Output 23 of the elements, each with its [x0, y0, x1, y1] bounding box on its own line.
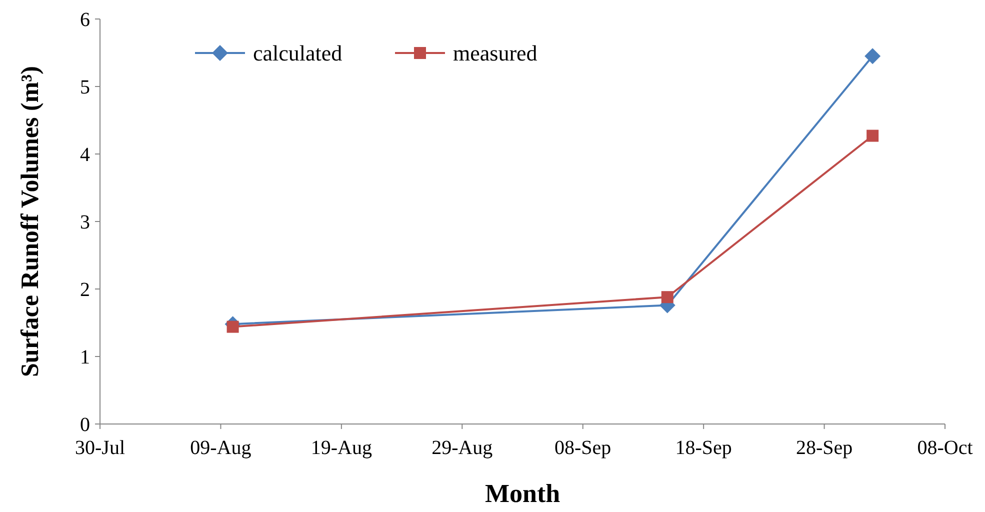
- x-tick-label: 30-Jul: [75, 437, 126, 459]
- legend-label: measured: [453, 40, 538, 66]
- x-tick-label: 18-Sep: [675, 437, 732, 459]
- x-tick-label: 29-Aug: [432, 437, 493, 459]
- point: [661, 291, 674, 304]
- legend-label: calculated: [253, 40, 342, 66]
- x-tick-label: 08-Sep: [554, 437, 612, 459]
- y-tick-label: 0: [80, 414, 90, 436]
- point: [226, 320, 239, 333]
- y-tick-label: 1: [80, 346, 90, 368]
- y-tick-label: 3: [80, 212, 90, 234]
- y-tick-label: 6: [80, 9, 90, 31]
- x-tick-label: 09-Aug: [190, 437, 252, 459]
- x-axis-title: Month: [484, 479, 561, 508]
- y-axis-title: Surface Runoff Volumes (m³): [17, 66, 44, 377]
- y-tick-label: 4: [80, 144, 90, 166]
- point: [864, 48, 881, 64]
- x-tick-label: 19-Aug: [310, 437, 372, 459]
- point: [866, 130, 879, 142]
- x-tick-label: 08-Oct: [917, 437, 974, 459]
- y-tick-label: 5: [80, 76, 90, 98]
- x-tick-label: 28-Sep: [796, 437, 853, 459]
- y-tick-label: 2: [80, 279, 90, 301]
